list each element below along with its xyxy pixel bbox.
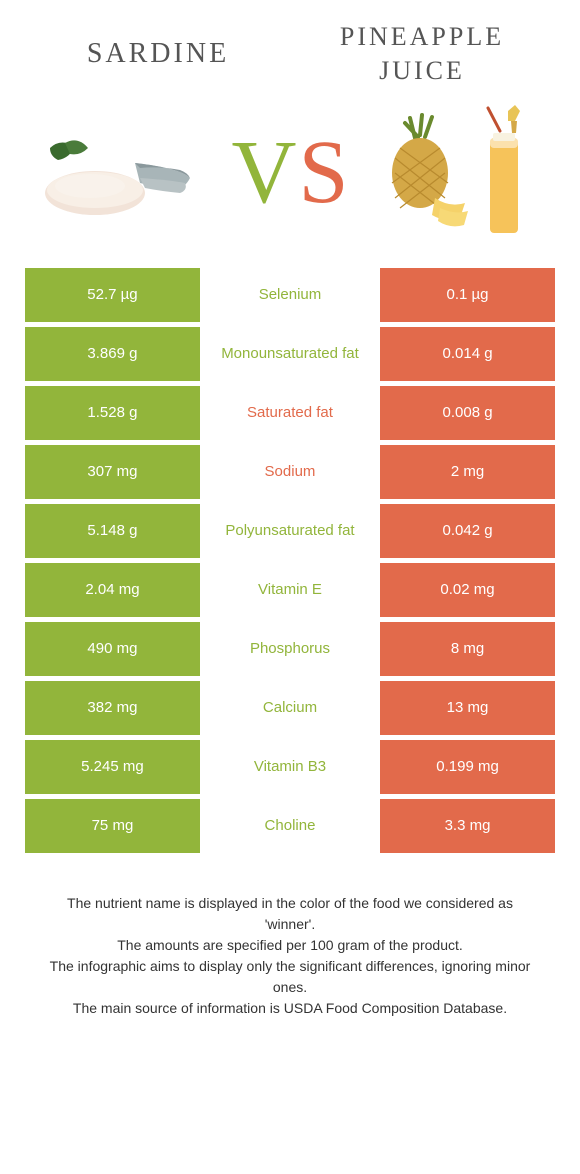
table-row: 2.04 mgVitamin E0.02 mg — [25, 563, 555, 617]
table-row: 52.7 µgSelenium0.1 µg — [25, 268, 555, 322]
table-row: 5.245 mgVitamin B30.199 mg — [25, 740, 555, 794]
vs-v-letter: V — [231, 128, 296, 218]
nutrient-name-cell: Polyunsaturated fat — [200, 504, 380, 558]
left-value-cell: 382 mg — [25, 681, 200, 735]
left-value-cell: 5.148 g — [25, 504, 200, 558]
left-value-cell: 307 mg — [25, 445, 200, 499]
left-value-cell: 5.245 mg — [25, 740, 200, 794]
nutrient-name-cell: Vitamin E — [200, 563, 380, 617]
nutrient-name-cell: Selenium — [200, 268, 380, 322]
footnote-line: The infographic aims to display only the… — [40, 956, 540, 998]
nutrient-name-cell: Choline — [200, 799, 380, 853]
nutrient-name-cell: Sodium — [200, 445, 380, 499]
table-row: 1.528 gSaturated fat0.008 g — [25, 386, 555, 440]
left-food-title: Sardine — [50, 36, 266, 72]
left-value-cell: 3.869 g — [25, 327, 200, 381]
nutrient-name-cell: Phosphorus — [200, 622, 380, 676]
right-value-cell: 0.042 g — [380, 504, 555, 558]
nutrient-name-cell: Saturated fat — [200, 386, 380, 440]
footnote-line: The main source of information is USDA F… — [40, 998, 540, 1019]
right-value-cell: 0.008 g — [380, 386, 555, 440]
right-value-cell: 13 mg — [380, 681, 555, 735]
right-value-cell: 8 mg — [380, 622, 555, 676]
table-row: 307 mgSodium2 mg — [25, 445, 555, 499]
table-row: 5.148 gPolyunsaturated fat0.042 g — [25, 504, 555, 558]
table-row: 3.869 gMonounsaturated fat0.014 g — [25, 327, 555, 381]
right-value-cell: 2 mg — [380, 445, 555, 499]
vs-s-letter: S — [298, 128, 348, 218]
right-value-cell: 0.02 mg — [380, 563, 555, 617]
header: Sardine Pineapple Juice — [20, 20, 560, 88]
nutrient-name-cell: Vitamin B3 — [200, 740, 380, 794]
images-row: V S — [20, 108, 560, 238]
left-value-cell: 52.7 µg — [25, 268, 200, 322]
sardine-image — [40, 108, 200, 238]
left-value-cell: 2.04 mg — [25, 563, 200, 617]
table-row: 75 mgCholine3.3 mg — [25, 799, 555, 853]
left-value-cell: 490 mg — [25, 622, 200, 676]
comparison-table: 52.7 µgSelenium0.1 µg3.869 gMonounsatura… — [20, 268, 560, 853]
table-row: 490 mgPhosphorus8 mg — [25, 622, 555, 676]
right-value-cell: 0.014 g — [380, 327, 555, 381]
right-value-cell: 0.1 µg — [380, 268, 555, 322]
pineapple-juice-icon — [380, 103, 540, 243]
vs-label: V S — [231, 128, 348, 218]
nutrient-name-cell: Monounsaturated fat — [200, 327, 380, 381]
right-food-title: Pineapple Juice — [314, 20, 530, 88]
pineapple-juice-image — [380, 108, 540, 238]
footnote-line: The amounts are specified per 100 gram o… — [40, 935, 540, 956]
footnote-line: The nutrient name is displayed in the co… — [40, 893, 540, 935]
right-value-cell: 0.199 mg — [380, 740, 555, 794]
nutrient-name-cell: Calcium — [200, 681, 380, 735]
table-row: 382 mgCalcium13 mg — [25, 681, 555, 735]
sardine-icon — [40, 118, 200, 228]
footnotes: The nutrient name is displayed in the co… — [20, 893, 560, 1019]
right-value-cell: 3.3 mg — [380, 799, 555, 853]
left-value-cell: 1.528 g — [25, 386, 200, 440]
left-value-cell: 75 mg — [25, 799, 200, 853]
